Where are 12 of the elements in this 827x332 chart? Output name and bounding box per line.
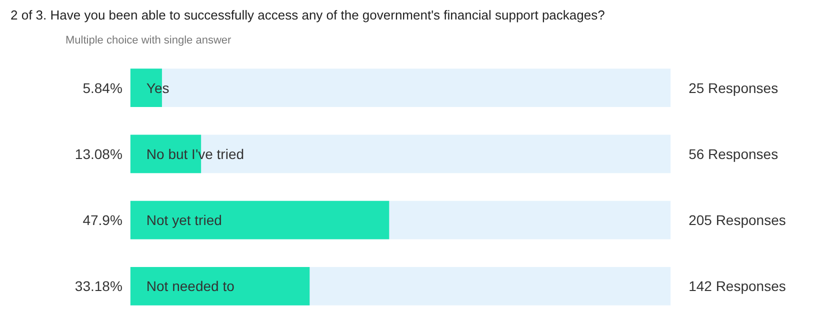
data-label: 5.84% bbox=[82, 80, 122, 96]
data-label: 33.18% bbox=[74, 278, 122, 294]
y-tick-label: Not needed to bbox=[146, 278, 235, 294]
text: 56 Responses bbox=[688, 146, 778, 162]
text: 205 Responses bbox=[688, 212, 786, 228]
text: 142 Responses bbox=[688, 278, 786, 294]
chart-subtitle: Multiple choice with single answer bbox=[66, 34, 232, 46]
y-tick-label: Not yet tried bbox=[146, 212, 222, 228]
data-label: 47.9% bbox=[82, 212, 122, 228]
text: 25 Responses bbox=[688, 80, 778, 96]
data-label: 13.08% bbox=[74, 146, 122, 162]
chart-title: 2 of 3. Have you been able to successfully access any of the government's financial support packages? bbox=[10, 8, 605, 22]
